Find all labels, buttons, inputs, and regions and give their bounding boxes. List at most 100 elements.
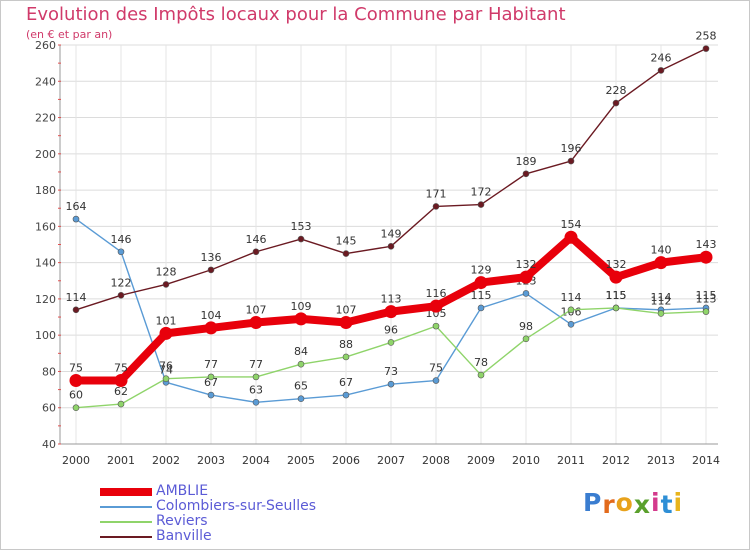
data-point <box>477 201 485 208</box>
data-point <box>69 374 83 388</box>
data-point <box>612 99 620 107</box>
data-label: 78 <box>474 356 488 369</box>
data-point <box>702 308 710 315</box>
y-tick-label: 120 <box>35 293 56 306</box>
y-tick-label: 200 <box>35 148 56 161</box>
data-point <box>117 291 125 299</box>
data-label: 189 <box>516 155 537 168</box>
data-label: 115 <box>606 289 627 302</box>
y-tick-label: 220 <box>35 112 56 125</box>
data-point <box>72 404 80 412</box>
logo-letter: i <box>651 488 661 517</box>
data-point <box>342 391 350 399</box>
data-label: 154 <box>561 218 582 231</box>
data-label: 77 <box>204 358 218 371</box>
chart-title: Evolution des Impôts locaux pour la Comm… <box>26 4 566 25</box>
data-label: 84 <box>294 345 308 358</box>
data-label: 62 <box>114 385 128 398</box>
x-tick-label: 2012 <box>602 454 630 467</box>
data-label: 109 <box>291 300 312 313</box>
data-label: 114 <box>651 291 672 304</box>
data-point <box>342 250 350 257</box>
logo-letter: o <box>615 488 634 517</box>
y-tick-label: 160 <box>35 220 56 233</box>
logo-letter: r <box>602 490 616 519</box>
data-point <box>654 256 668 270</box>
y-tick-label: 100 <box>35 329 56 342</box>
data-point <box>207 373 215 381</box>
data-label: 88 <box>339 338 353 351</box>
data-label: 63 <box>249 383 263 396</box>
data-label: 65 <box>294 380 308 393</box>
data-point <box>387 380 395 388</box>
data-point <box>477 371 485 379</box>
data-label: 136 <box>201 251 222 264</box>
logo-letter: P <box>583 488 603 517</box>
legend-item: Colombiers-sur-Seulles <box>100 498 400 514</box>
data-point <box>297 395 305 402</box>
data-label: 128 <box>156 265 177 278</box>
data-point <box>249 315 263 329</box>
y-tick-label: 80 <box>42 365 56 378</box>
data-point <box>609 270 623 284</box>
legend-swatch <box>100 536 152 538</box>
data-point <box>207 266 215 274</box>
series-amblie: 75 75 101 104 107 109 107 113 116 129 132 154 132 140… <box>69 218 717 388</box>
x-tick-label: 2005 <box>287 454 315 467</box>
data-label: 132 <box>516 258 537 271</box>
data-point <box>429 299 443 313</box>
proxiti-logo: Proxiti <box>583 488 693 524</box>
x-tick-label: 2011 <box>557 454 585 467</box>
logo-letter: t <box>660 490 674 519</box>
data-label: 146 <box>111 233 132 246</box>
data-label: 114 <box>561 291 582 304</box>
data-point <box>342 353 350 361</box>
data-label: 115 <box>696 289 717 302</box>
data-label: 75 <box>114 362 128 375</box>
legend-label: Colombiers-sur-Seulles <box>156 498 317 514</box>
data-label: 116 <box>426 287 447 300</box>
legend-label: AMBLIE <box>156 483 209 499</box>
legend-item: Banville <box>100 528 400 544</box>
legend-item: AMBLIE <box>100 483 400 499</box>
data-point <box>657 67 665 74</box>
data-point <box>162 281 170 288</box>
x-tick-label: 2014 <box>692 454 720 467</box>
x-tick-label: 2008 <box>422 454 450 467</box>
x-tick-label: 2001 <box>107 454 135 467</box>
data-label: 96 <box>384 323 398 336</box>
data-label: 67 <box>204 376 218 389</box>
data-label: 258 <box>696 30 717 43</box>
data-label: 60 <box>69 389 83 402</box>
data-label: 196 <box>561 142 582 155</box>
x-tick-label: 2000 <box>62 454 90 467</box>
data-point <box>252 398 260 406</box>
data-label: 115 <box>471 289 492 302</box>
data-point <box>432 377 440 384</box>
data-label: 73 <box>384 365 398 378</box>
data-point <box>204 321 218 335</box>
data-point <box>117 400 125 408</box>
data-label: 107 <box>246 303 267 316</box>
data-label: 74 <box>159 363 173 376</box>
data-point <box>297 360 305 368</box>
data-label: 113 <box>381 293 402 306</box>
data-point <box>384 305 398 319</box>
data-point <box>612 304 620 312</box>
data-point <box>294 312 308 326</box>
data-point <box>162 375 170 383</box>
data-label: 75 <box>429 362 443 375</box>
data-point <box>522 290 530 297</box>
data-point <box>519 270 533 284</box>
data-label: 122 <box>111 276 132 289</box>
data-point <box>297 235 305 243</box>
data-label: 98 <box>519 320 533 333</box>
data-label: 140 <box>651 244 672 257</box>
y-tick-label: 240 <box>35 75 56 88</box>
x-tick-label: 2009 <box>467 454 495 467</box>
y-tick-label: 60 <box>42 402 56 415</box>
x-tick-label: 2006 <box>332 454 360 467</box>
data-label: 113 <box>696 293 717 306</box>
data-label: 172 <box>471 186 492 199</box>
